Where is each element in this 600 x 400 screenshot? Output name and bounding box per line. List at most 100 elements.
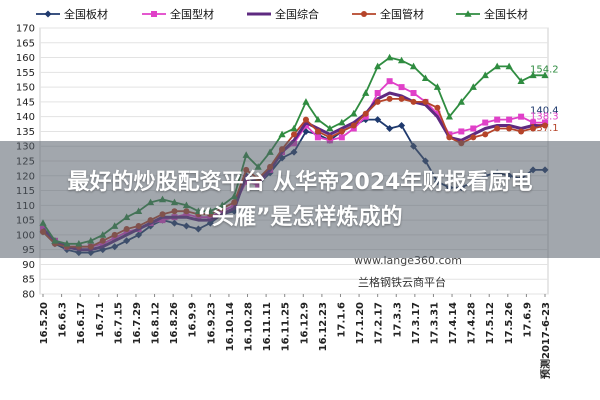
data-point: [529, 71, 537, 79]
data-point: [314, 134, 321, 141]
data-point: [111, 231, 118, 238]
data-point: [302, 116, 309, 123]
x-tick-label: 16.7.1: [95, 302, 106, 337]
data-point: [458, 128, 465, 135]
x-tick-label: 17.5.26: [504, 302, 515, 344]
x-tick-label: 17.5.12: [485, 302, 496, 344]
legend-label: 全国长材: [484, 7, 528, 21]
x-tick-label: 16.11.25: [281, 302, 292, 351]
data-point: [278, 130, 286, 138]
data-point: [44, 10, 52, 18]
data-point: [87, 243, 94, 250]
legend-label: 全国综合: [275, 7, 319, 21]
data-point: [494, 116, 501, 123]
headline-line-2: “头雁”是怎样炼成的: [197, 205, 403, 230]
data-point: [99, 237, 106, 244]
data-point: [374, 62, 382, 70]
y-tick-label: 90: [22, 260, 35, 271]
data-point: [398, 95, 405, 102]
data-point: [506, 116, 513, 123]
data-point: [518, 113, 525, 120]
y-tick-label: 100: [16, 230, 35, 241]
data-point: [374, 98, 381, 105]
x-tick-label: 17.1.20: [355, 302, 366, 344]
legend-label: 全国型材: [170, 7, 214, 21]
data-point: [326, 134, 333, 141]
data-point: [410, 90, 417, 97]
x-tick-label: 16.10.14: [225, 302, 236, 351]
data-point: [410, 98, 417, 105]
y-tick-label: 80: [22, 290, 35, 301]
data-point: [151, 11, 157, 17]
x-tick-label: 16.8.26: [169, 302, 180, 344]
x-tick-label: 17.1.6: [336, 302, 347, 337]
data-point: [398, 84, 405, 91]
legend-label: 全国管材: [380, 7, 424, 21]
x-tick-label: 16.8.12: [151, 302, 162, 344]
data-point: [494, 125, 501, 132]
data-point: [386, 124, 394, 132]
data-point: [386, 53, 394, 61]
x-tick-label: 16.7.15: [113, 302, 124, 344]
y-tick-label: 145: [16, 97, 35, 108]
x-tick-label: 17.3.17: [411, 302, 422, 344]
data-point: [386, 78, 393, 85]
y-tick-label: 130: [16, 142, 35, 153]
data-point: [279, 146, 286, 153]
data-point: [445, 112, 453, 120]
data-point: [326, 124, 334, 132]
x-tick-label: 16.6.3: [58, 302, 69, 337]
data-point: [374, 90, 381, 97]
data-point: [362, 89, 370, 96]
y-tick-label: 160: [16, 53, 35, 64]
data-point: [518, 128, 525, 135]
end-value-label: 140.4: [530, 105, 559, 116]
x-tick-label: 16.11.11: [262, 302, 273, 351]
x-tick-label: 16.9.23: [206, 302, 217, 344]
data-point: [457, 98, 465, 105]
x-tick-label: 16.6.17: [76, 302, 87, 344]
data-point: [361, 11, 367, 17]
data-point: [338, 118, 346, 126]
headline-line-1: 最好的炒股配资平台 从华帝2024年财报看厨电: [67, 170, 533, 195]
data-point: [362, 110, 369, 117]
x-tick-label: 17.4.28: [467, 302, 478, 344]
data-point: [350, 109, 358, 117]
data-point: [338, 128, 345, 135]
end-value-label: 138.3: [530, 112, 559, 123]
data-point: [386, 95, 393, 102]
data-point: [374, 116, 382, 124]
data-point: [397, 56, 406, 64]
data-point: [464, 10, 472, 17]
data-point: [302, 98, 310, 105]
legend-label: 全国板材: [64, 7, 108, 21]
data-point: [541, 71, 549, 79]
data-point: [446, 134, 453, 141]
data-point: [505, 62, 513, 70]
data-point: [493, 62, 501, 70]
data-point: [517, 77, 525, 84]
x-tick-label: 17.3.31: [429, 302, 440, 344]
y-tick-label: 150: [16, 83, 35, 94]
data-point: [290, 124, 298, 132]
y-tick-label: 95: [22, 245, 35, 256]
data-point: [433, 83, 442, 90]
x-tick-label: 17.3.3: [392, 302, 403, 337]
data-point: [434, 104, 441, 111]
data-point: [421, 74, 430, 82]
data-point: [398, 122, 406, 130]
data-point: [506, 125, 513, 132]
data-point: [470, 134, 477, 141]
data-point: [469, 83, 477, 90]
end-value-label: 154.2: [530, 65, 559, 76]
x-tick-label: 16.12.9: [299, 302, 310, 344]
x-tick-label: 16.9.9: [188, 302, 199, 337]
data-point: [530, 125, 537, 132]
x-tick-label: 17.2.17: [374, 302, 385, 344]
x-tick-label: 16.5.20: [39, 302, 50, 344]
data-point: [302, 122, 309, 129]
data-point: [470, 125, 477, 132]
x-tick-label: 16.7.29: [132, 302, 143, 344]
data-point: [458, 140, 465, 147]
data-point: [314, 115, 322, 123]
